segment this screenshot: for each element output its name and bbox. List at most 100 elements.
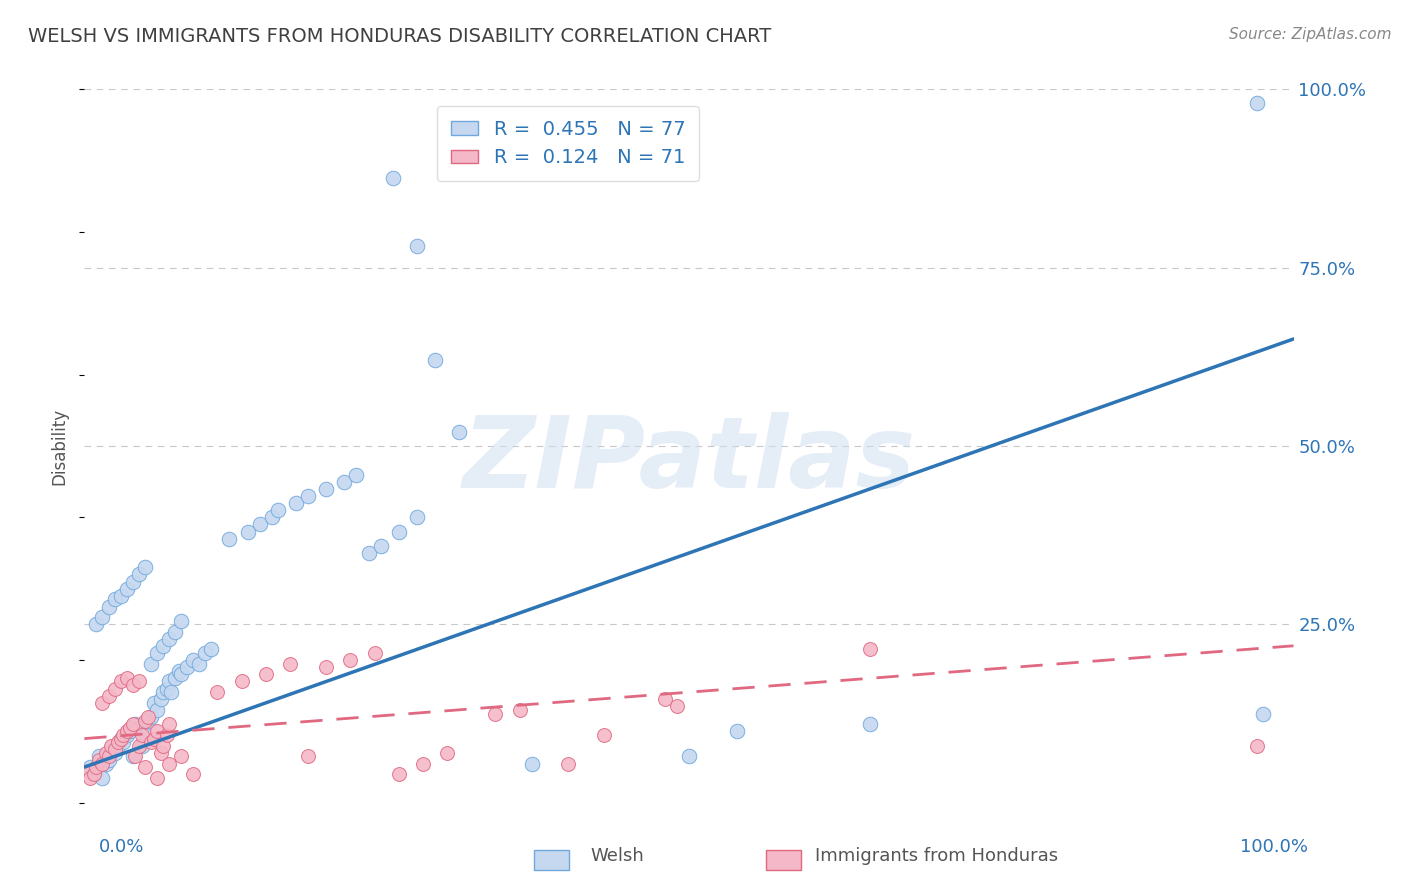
Point <box>121 678 143 692</box>
Point <box>231 674 253 689</box>
Point <box>146 771 169 785</box>
Point <box>104 681 127 696</box>
Point <box>121 574 143 589</box>
Point <box>115 582 138 596</box>
Point <box>107 735 129 749</box>
Point <box>339 653 361 667</box>
Text: 100.0%: 100.0% <box>1240 838 1308 856</box>
Point <box>110 731 132 746</box>
Point <box>107 739 129 753</box>
Point <box>859 717 882 731</box>
Point <box>315 482 337 496</box>
Text: Source: ZipAtlas.com: Source: ZipAtlas.com <box>1229 27 1392 42</box>
Point <box>167 664 190 678</box>
Point <box>170 614 193 628</box>
Point <box>170 749 193 764</box>
Point <box>297 489 319 503</box>
Point <box>104 742 127 756</box>
Point <box>115 671 138 685</box>
Point <box>155 681 177 696</box>
Point <box>181 767 204 781</box>
Point <box>143 696 166 710</box>
Point <box>236 524 259 539</box>
Point <box>97 753 120 767</box>
Point <box>128 721 150 735</box>
Point <box>110 674 132 689</box>
Point <box>138 710 160 724</box>
Point <box>593 728 616 742</box>
Point <box>146 724 169 739</box>
Point <box>165 671 187 685</box>
Point <box>194 646 217 660</box>
Point <box>357 546 380 560</box>
Point <box>97 749 120 764</box>
Point <box>120 724 142 739</box>
Point <box>94 756 117 771</box>
Point <box>91 610 114 624</box>
Point <box>152 639 174 653</box>
Point <box>86 617 108 632</box>
Point <box>725 724 748 739</box>
Point <box>157 717 180 731</box>
Point <box>188 657 211 671</box>
Point <box>157 756 180 771</box>
Point <box>388 524 411 539</box>
Point <box>100 739 122 753</box>
Point <box>165 624 187 639</box>
Point <box>115 728 138 742</box>
Point <box>859 642 882 657</box>
Point <box>91 771 114 785</box>
Point <box>181 653 204 667</box>
Point <box>79 771 101 785</box>
Point <box>170 667 193 681</box>
Point <box>134 728 156 742</box>
Point <box>134 714 156 728</box>
Point <box>87 749 110 764</box>
Point <box>267 503 290 517</box>
Point <box>278 657 301 671</box>
Point <box>128 739 150 753</box>
Point <box>406 510 429 524</box>
Point <box>654 692 676 706</box>
Point <box>218 532 240 546</box>
Point <box>315 660 337 674</box>
Point <box>134 560 156 574</box>
Point <box>146 646 169 660</box>
Point <box>146 703 169 717</box>
Point <box>79 760 101 774</box>
Point <box>91 696 114 710</box>
Point <box>363 646 385 660</box>
Point <box>104 746 127 760</box>
Point <box>134 760 156 774</box>
Point <box>412 756 434 771</box>
Point <box>128 674 150 689</box>
Text: Immigrants from Honduras: Immigrants from Honduras <box>815 847 1059 865</box>
Point <box>104 592 127 607</box>
Point <box>509 703 531 717</box>
Point <box>121 717 143 731</box>
Point <box>406 239 429 253</box>
Point <box>138 714 160 728</box>
Point <box>112 735 135 749</box>
Point <box>449 425 471 439</box>
Point <box>128 567 150 582</box>
Point <box>124 717 146 731</box>
Point <box>139 735 162 749</box>
Point <box>249 517 271 532</box>
Point <box>143 731 166 746</box>
Point <box>83 767 105 781</box>
Point <box>436 746 458 760</box>
Point <box>157 632 180 646</box>
Text: 0.0%: 0.0% <box>98 838 143 856</box>
Point <box>152 739 174 753</box>
Point <box>110 589 132 603</box>
Point <box>121 749 143 764</box>
Point <box>152 685 174 699</box>
Point <box>139 710 162 724</box>
Point <box>91 756 114 771</box>
Point <box>160 685 183 699</box>
Point <box>260 510 283 524</box>
Point <box>1253 706 1275 721</box>
Point <box>149 746 172 760</box>
Point <box>284 496 308 510</box>
